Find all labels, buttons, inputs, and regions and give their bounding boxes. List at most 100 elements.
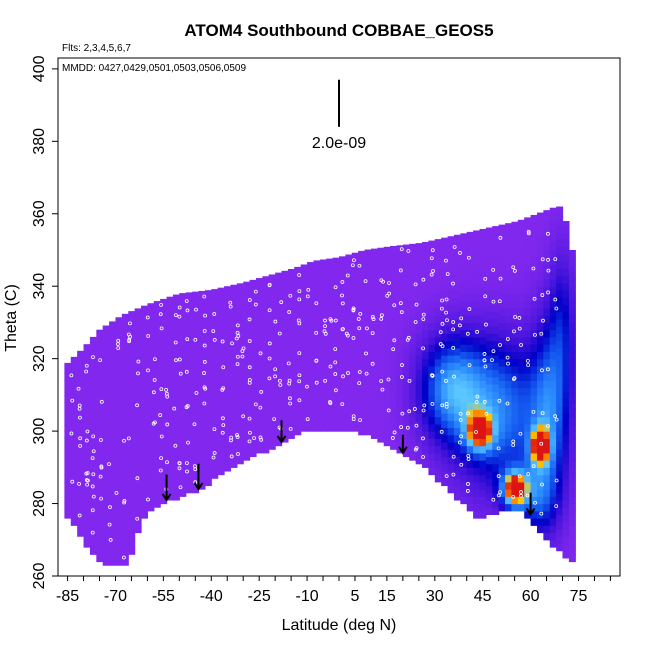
field-cell	[505, 409, 513, 418]
field-cell	[268, 362, 276, 371]
field-cell	[524, 315, 532, 324]
field-cell	[402, 420, 410, 429]
field-cell	[217, 344, 225, 353]
field-cell	[370, 336, 378, 345]
field-cell	[204, 449, 212, 458]
field-cell	[230, 452, 238, 461]
field-cell	[370, 248, 378, 251]
field-cell	[211, 340, 219, 349]
field-cell	[102, 441, 110, 450]
field-cell	[185, 304, 193, 313]
field-cell	[319, 351, 327, 360]
field-cell	[473, 503, 481, 512]
field-cell	[428, 467, 436, 476]
field-cell	[568, 503, 576, 512]
field-cell	[549, 394, 557, 403]
field-cell	[524, 394, 532, 403]
field-cell	[121, 347, 129, 356]
field-cell	[115, 507, 123, 516]
field-cell	[364, 311, 372, 320]
field-cell	[428, 315, 436, 324]
field-cell	[287, 322, 295, 331]
field-cell	[115, 536, 123, 544]
field-cell	[473, 445, 481, 454]
field-cell	[473, 431, 481, 439]
field-cell	[307, 300, 315, 309]
field-cell	[102, 449, 110, 458]
field-cell	[447, 253, 455, 262]
field-cell	[204, 398, 212, 407]
field-cell	[192, 478, 200, 487]
field-cell	[268, 412, 276, 421]
field-cell	[294, 384, 302, 392]
field-cell	[568, 380, 576, 389]
field-cell	[473, 394, 481, 403]
field-cell	[460, 394, 468, 403]
field-cell	[160, 387, 168, 396]
field-cell	[153, 412, 161, 421]
field-cell	[562, 318, 570, 327]
field-cell	[536, 213, 544, 222]
field-cell	[345, 416, 353, 425]
chart-title: ATOM4 Southbound COBBAE_GEOS5	[184, 21, 493, 40]
field-cell	[453, 492, 461, 501]
field-cell	[153, 441, 161, 450]
field-cell	[262, 409, 270, 418]
field-cell	[319, 402, 327, 410]
field-cell	[511, 315, 519, 324]
field-cell	[460, 235, 468, 244]
field-cell	[556, 253, 564, 262]
field-cell	[447, 384, 455, 392]
field-cell	[479, 351, 487, 360]
field-cell	[345, 365, 353, 374]
field-cell	[485, 227, 493, 233]
field-cell	[255, 329, 263, 338]
field-cell	[211, 463, 219, 472]
field-cell	[422, 322, 430, 331]
field-cell	[224, 318, 232, 327]
field-cell	[402, 449, 410, 458]
sample-point	[116, 346, 121, 351]
sample-point	[145, 315, 150, 320]
field-cell	[549, 416, 557, 425]
field-cell	[345, 254, 353, 258]
field-cell	[377, 362, 385, 371]
field-cell	[377, 289, 385, 298]
field-cell	[434, 358, 442, 367]
field-cell	[536, 358, 544, 367]
field-cell	[243, 315, 251, 324]
field-cell	[198, 351, 206, 360]
field-cell	[422, 358, 430, 367]
field-cell	[230, 329, 238, 338]
field-cell	[568, 496, 576, 505]
field-cell	[409, 293, 417, 302]
field-cell	[409, 452, 417, 461]
field-cell	[134, 431, 142, 439]
field-cell	[409, 286, 417, 295]
field-cell	[275, 373, 283, 381]
field-cell	[262, 380, 270, 389]
field-cell	[422, 344, 430, 353]
field-cell	[166, 485, 174, 494]
field-cell	[70, 481, 78, 490]
field-cell	[128, 532, 136, 541]
field-cell	[332, 264, 340, 273]
field-cell	[396, 438, 404, 447]
field-cell	[543, 481, 551, 490]
field-cell	[109, 347, 117, 356]
field-cell	[466, 503, 474, 512]
field-cell	[230, 445, 238, 454]
field-cell	[83, 416, 91, 425]
field-cell	[141, 409, 149, 418]
field-cell	[351, 252, 359, 258]
dates-info: MMDD: 0427,0429,0501,0503,0506,0509	[62, 63, 246, 74]
field-cell	[562, 275, 570, 284]
sample-point	[430, 248, 435, 253]
field-cell	[192, 340, 200, 349]
sample-point	[340, 280, 345, 284]
sample-point	[203, 313, 207, 318]
field-cell	[236, 420, 244, 429]
field-cell	[492, 333, 500, 342]
field-cell	[536, 315, 544, 324]
field-cell	[255, 278, 263, 287]
